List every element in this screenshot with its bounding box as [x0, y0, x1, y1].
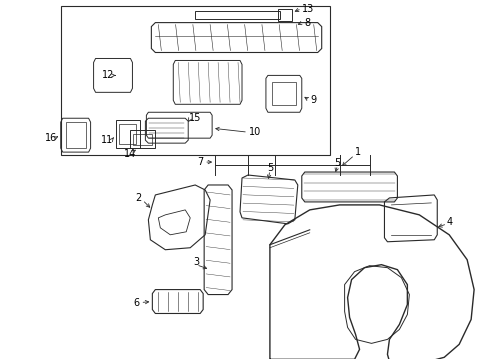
Text: 2: 2 — [135, 193, 142, 203]
Text: 15: 15 — [189, 113, 201, 123]
Text: 3: 3 — [193, 257, 199, 267]
Text: 5: 5 — [267, 163, 273, 173]
Text: 14: 14 — [124, 149, 137, 159]
Text: 13: 13 — [302, 4, 314, 14]
Text: 4: 4 — [446, 217, 452, 227]
Text: 7: 7 — [197, 157, 203, 167]
Text: 10: 10 — [249, 127, 261, 137]
Text: 8: 8 — [305, 18, 311, 28]
Text: 5: 5 — [335, 158, 341, 168]
Text: 6: 6 — [133, 297, 140, 307]
Text: 12: 12 — [102, 71, 115, 80]
Text: 11: 11 — [101, 135, 114, 145]
Text: 16: 16 — [45, 133, 57, 143]
Text: 1: 1 — [354, 147, 361, 157]
Text: 9: 9 — [311, 95, 317, 105]
